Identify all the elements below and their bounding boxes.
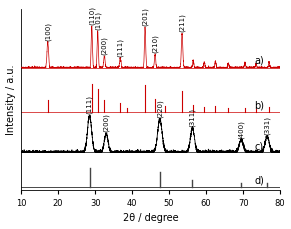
Text: a): a) <box>254 56 264 66</box>
Text: (100): (100) <box>45 22 51 41</box>
Text: (311): (311) <box>189 108 196 127</box>
X-axis label: 2θ / degree: 2θ / degree <box>123 213 178 224</box>
Text: (400): (400) <box>238 120 244 139</box>
Text: (220): (220) <box>157 99 163 118</box>
Text: b): b) <box>254 101 264 111</box>
Text: (211): (211) <box>179 14 185 32</box>
Text: (111): (111) <box>86 95 93 114</box>
Text: (200): (200) <box>101 36 108 55</box>
Text: (200): (200) <box>103 114 109 132</box>
Text: c): c) <box>254 142 263 152</box>
Y-axis label: Intensity / a.u.: Intensity / a.u. <box>6 64 15 135</box>
Text: (210): (210) <box>152 34 158 53</box>
Text: (101): (101) <box>95 11 101 30</box>
Text: (331): (331) <box>264 116 270 135</box>
Text: (201): (201) <box>142 7 148 26</box>
Text: d): d) <box>254 176 264 186</box>
Text: (111): (111) <box>117 38 123 57</box>
Text: (110): (110) <box>88 6 95 25</box>
